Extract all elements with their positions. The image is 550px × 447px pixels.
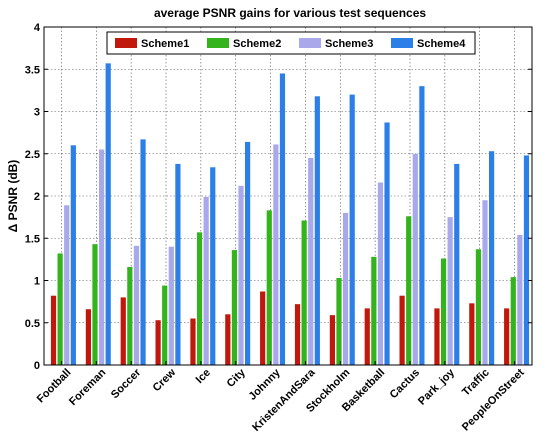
bar-scheme4 [175,163,181,365]
bar-scheme1 [155,320,161,365]
y-tick-label: 0.5 [25,318,40,330]
bar-scheme3 [203,196,209,365]
legend-swatch [207,38,229,48]
bar-scheme1 [260,291,266,365]
legend-swatch [299,38,321,48]
bar-scheme4 [419,86,425,366]
bar-scheme2 [371,256,377,365]
bar-scheme2 [127,266,133,365]
bar-scheme4 [489,151,495,365]
x-tick-label: Cactus [388,367,422,401]
bar-scheme1 [469,303,475,365]
x-tick-label: City [225,366,249,390]
bar-scheme3 [133,245,140,365]
bar-scheme1 [434,308,440,365]
y-tick-label: 3.5 [25,64,40,76]
bar-scheme3 [64,205,70,365]
bar-scheme2 [57,253,63,365]
y-tick-label: 0 [34,360,40,372]
bar-scheme3 [447,217,453,365]
bar-scheme1 [294,304,301,365]
bar-scheme2 [266,210,272,365]
x-tick-label: KristenAndSara [250,366,318,434]
y-axis-label: Δ PSNR (dB) [6,160,20,233]
bar-scheme3 [273,144,279,365]
bar-scheme2 [510,277,516,365]
y-tick-label: 3 [34,107,40,119]
bar-scheme3 [517,234,523,365]
bar-scheme4 [523,155,530,365]
x-tick-label: Soccer [109,366,144,401]
bar-scheme3 [98,149,105,365]
bar-scheme4 [140,139,146,365]
legend-box [106,31,476,55]
bar-scheme1 [225,314,231,365]
legend-label: Scheme2 [233,38,281,50]
y-tick-label: 1.5 [25,233,40,245]
bar-scheme3 [342,212,349,365]
x-tick-label: Foreman [67,366,109,408]
y-tick-label: 2 [34,191,40,203]
bar-scheme1 [504,308,510,365]
bar-scheme4 [279,73,286,365]
x-tick-label: Park_joy [416,366,458,408]
bar-scheme3 [238,185,244,365]
bar-scheme2 [162,285,168,365]
y-tick-label: 1 [34,276,40,288]
bar-scheme1 [190,318,196,365]
bar-scheme4 [70,145,76,365]
bar-scheme2 [336,277,342,365]
bars [50,63,530,366]
bar-scheme3 [412,153,418,365]
bar-scheme2 [231,250,238,365]
bar-scheme3 [377,182,384,365]
bar-scheme2 [301,220,307,365]
bar-scheme2 [196,232,203,365]
bar-scheme3 [168,246,174,365]
x-tick-label: PeopleOnStreet [460,366,527,433]
legend-label: Scheme4 [417,38,466,50]
legend-swatch [115,38,137,48]
x-tick-label: Crew [151,366,179,394]
x-tick-label: Traffic [460,367,492,399]
bar-scheme2 [475,249,482,365]
bar-scheme1 [85,309,91,365]
x-tick-label: Ice [194,367,213,386]
bar-scheme1 [50,295,57,365]
bar-scheme2 [92,244,98,365]
y-tick-label: 4 [34,22,41,34]
bar-scheme1 [399,295,405,365]
legend-label: Scheme1 [141,38,189,50]
bar-scheme4 [314,96,320,365]
bar-scheme2 [406,216,412,365]
bar-scheme4 [105,63,111,366]
bar-scheme4 [384,122,390,365]
gridlines [44,27,532,365]
bar-scheme2 [440,258,447,365]
y-tick-label: 2.5 [25,149,40,161]
bar-scheme4 [349,94,355,365]
legend-swatch [391,38,413,48]
bar-scheme1 [120,297,126,365]
bar-scheme3 [482,200,488,365]
bar-scheme3 [308,157,314,365]
bar-scheme4 [245,141,251,365]
legend-label: Scheme3 [325,38,373,50]
bar-scheme4 [454,163,460,365]
chart-title: average PSNR gains for various test sequ… [154,6,426,20]
bar-scheme4 [210,167,216,365]
bar-scheme1 [329,315,335,365]
bar-scheme1 [364,308,370,365]
legend: Scheme1 Scheme2 Scheme3 Scheme4 [106,31,476,55]
